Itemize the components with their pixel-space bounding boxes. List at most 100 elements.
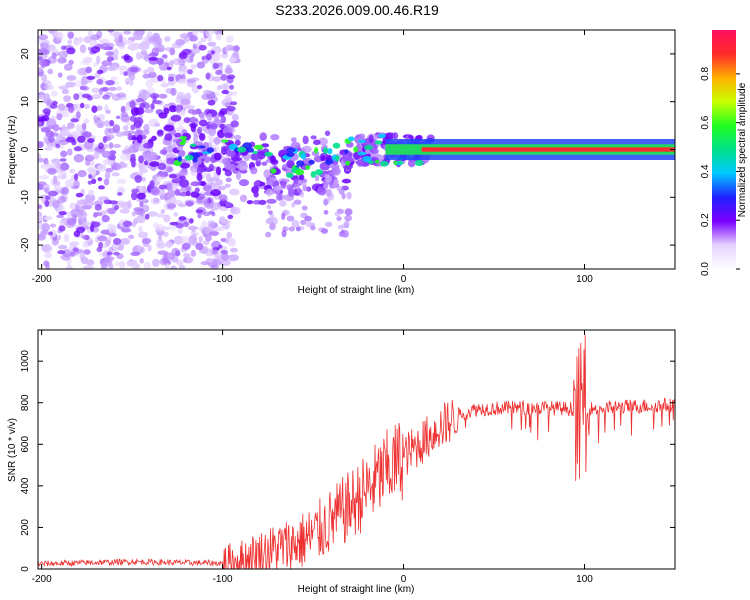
spectral-blob: [48, 136, 55, 143]
spectral-blob: [184, 104, 195, 110]
spectral-blob: [50, 229, 57, 237]
spectral-blob: [108, 200, 118, 205]
spectral-blob: [92, 93, 102, 100]
spectral-blob: [108, 86, 117, 92]
spectral-blob: [201, 220, 208, 229]
spectral-blob: [253, 191, 259, 198]
spectral-blob: [58, 244, 68, 250]
spectral-blob: [47, 68, 54, 75]
spectral-blob: [53, 184, 62, 192]
spectral-blob: [56, 113, 63, 121]
spectral-blob: [131, 42, 141, 50]
spectral-blob: [80, 102, 85, 109]
spectral-blob: [119, 208, 130, 214]
spectral-blob: [45, 80, 52, 89]
spectral-blob: [281, 229, 287, 238]
spectral-blob: [107, 207, 117, 215]
spectral-blob: [58, 85, 69, 90]
spectral-blob: [153, 197, 160, 204]
spectral-blob: [175, 250, 181, 257]
spectral-blob: [220, 115, 227, 124]
spectral-blob: [172, 58, 183, 66]
spectral-blob: [196, 61, 206, 69]
spectral-blob: [103, 158, 114, 166]
spectral-blob: [136, 134, 143, 144]
spectral-blob: [130, 106, 140, 116]
spectral-blob: [243, 156, 250, 161]
spectral-blob: [120, 152, 129, 162]
spectral-blob: [222, 82, 230, 92]
spectral-blob: [164, 133, 173, 142]
spectral-blob: [109, 119, 115, 127]
spectral-blob: [131, 188, 140, 194]
spectral-blob: [93, 114, 98, 121]
spectral-blob: [290, 137, 297, 143]
spectral-blob: [108, 232, 117, 237]
spectral-blob: [226, 105, 236, 112]
spectral-blob: [105, 51, 114, 57]
spectral-blob: [342, 156, 354, 164]
spectral-blob: [144, 213, 150, 220]
spectral-blob: [72, 247, 79, 253]
spectral-blob: [102, 94, 111, 100]
spectral-blob: [167, 76, 175, 82]
spectral-blob: [143, 261, 151, 269]
spectral-blob: [205, 173, 212, 183]
spectral-blob: [348, 136, 355, 142]
spectral-blob: [98, 142, 104, 150]
spectral-blob: [51, 52, 57, 59]
spectral-blob: [173, 212, 179, 217]
spectral-blob: [140, 41, 152, 47]
spectral-blob: [107, 30, 114, 33]
spectral-blob: [41, 73, 48, 83]
spectral-blob: [99, 38, 110, 45]
spectral-blob: [212, 62, 220, 70]
spectral-blob: [115, 115, 121, 120]
spectral-blob: [165, 240, 173, 248]
spectral-blob: [246, 200, 254, 205]
spectral-blob: [302, 185, 309, 192]
spectral-blob: [343, 165, 353, 170]
spectral-blob: [264, 151, 273, 157]
spectral-blob: [207, 99, 216, 106]
spectral-blob: [180, 236, 189, 244]
spectral-blob: [203, 89, 212, 95]
spectral-blob: [164, 47, 175, 52]
spectral-blob: [61, 124, 67, 133]
colorbar-axes: 0.0 0.2 0.4 0.6 0.8: [700, 67, 740, 276]
spectral-blob: [270, 159, 279, 166]
spectral-blob: [296, 160, 305, 167]
spectral-blob: [170, 87, 177, 96]
spectral-blob: [368, 134, 374, 143]
spectral-blob: [233, 45, 240, 53]
spectral-blob: [96, 69, 104, 75]
snr-ylabel: SNR (10 * v/v): [7, 418, 18, 482]
spectral-blob: [231, 113, 239, 121]
spectral-blob: [266, 198, 277, 204]
spectral-blob: [139, 90, 146, 98]
spectral-blob: [189, 55, 194, 63]
spectral-blob: [170, 114, 182, 122]
spectral-blob: [210, 50, 215, 55]
spectral-blob: [102, 135, 108, 144]
spectral-blob: [305, 164, 311, 170]
spectral-blob: [362, 156, 372, 163]
spectral-blob: [180, 63, 187, 72]
spectral-blob: [302, 135, 309, 145]
spectral-blob: [259, 132, 267, 141]
spectral-blob: [38, 181, 47, 186]
spectral-blob: [57, 250, 66, 255]
spectral-blob: [94, 72, 101, 79]
spectral-blob: [91, 87, 101, 94]
spectral-blob: [165, 183, 173, 191]
spectral-blob: [101, 86, 109, 92]
spectral-blob: [150, 187, 160, 196]
spectral-blob: [189, 35, 198, 42]
spectral-blob: [48, 231, 53, 236]
spectral-blob: [117, 65, 128, 71]
spectral-blob: [76, 199, 81, 207]
spectral-blob: [212, 76, 222, 82]
spectral-blob: [143, 108, 154, 114]
spectral-blob: [294, 169, 305, 176]
